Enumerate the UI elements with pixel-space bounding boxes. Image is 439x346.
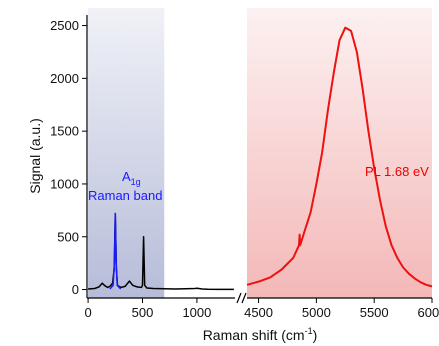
a1g-annotation: A1g [122,169,141,187]
x-tick-label: 5000 [302,305,331,320]
series-line-0 [88,212,234,291]
y-axis-title: Signal (a.u.) [27,118,43,193]
axes [86,15,432,304]
a1g-sub: 1g [131,177,141,187]
axis-break-mark-2 [241,292,247,304]
x-tick-label: 500 [132,305,154,320]
x-axis-title: Raman shift (cm-1) [203,326,318,343]
y-tick-label: 1500 [50,124,79,139]
x-axis-title-main: Raman shift (cm [203,327,305,343]
series-line-2 [246,26,433,288]
shaded-region-1 [247,8,432,298]
pl-annotation: PL 1.68 eV [365,164,429,179]
labels: Signal (a.u.)Raman shift (cm-1)A1gRaman … [27,118,429,343]
axis-break-mark-1 [236,292,242,304]
a1g-main: A [122,169,131,184]
y-tick-label: 500 [57,229,79,244]
shaded-region-0 [88,8,165,298]
y-tick-label: 2000 [50,71,79,86]
series-line-1 [109,212,122,290]
raman-band-annotation: Raman band [88,188,162,203]
y-tick-label: 2500 [50,18,79,33]
x-tick-label: 4500 [244,305,273,320]
ticks: 0 500 1000 1500 2000 2500 0 500 1000 4500 5000 5500… [50,18,439,320]
y-tick-label: 1000 [50,176,79,191]
x-tick-label: 6000 [418,305,439,320]
shaded-regions [88,8,432,298]
x-tick-label: 0 [84,305,91,320]
x-axis-title-close: ) [313,327,318,343]
x-tick-label: 5500 [360,305,389,320]
x-axis-title-sup: -1 [305,326,313,336]
x-tick-label: 1000 [182,305,211,320]
series-lines [88,26,433,291]
y-tick-label: 0 [72,282,79,297]
